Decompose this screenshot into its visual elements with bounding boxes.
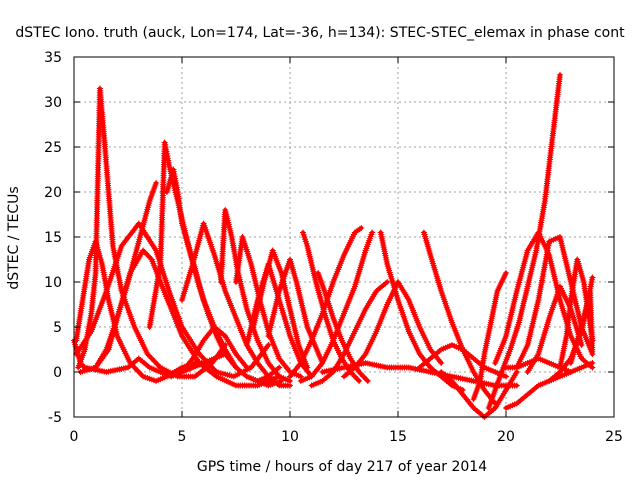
x-tick-label: 5 [178,429,187,445]
y-tick-label: 35 [44,50,62,66]
chart-title: dSTEC Iono. truth (auck, Lon=174, Lat=-3… [15,25,625,41]
data-series [250,247,311,371]
series-markers [438,369,520,420]
series-markers [179,324,250,375]
y-tick-label: 30 [44,95,62,111]
x-tick-label: 25 [605,429,623,445]
data-series [81,351,229,380]
data-series [438,369,520,420]
series-markers [77,247,283,389]
data-series [287,225,365,380]
y-tick-label: 25 [44,140,62,156]
x-tick-labels: 0 5 10 15 20 25 [70,429,623,445]
y-tick-label: 0 [53,365,62,381]
x-tick-label: 15 [389,429,407,445]
data-series [377,229,466,393]
series-markers [217,207,293,384]
x-tick-label: 10 [281,429,299,445]
series-markers [75,85,229,380]
y-tick-label: 20 [44,185,62,201]
series-markers [287,225,365,380]
x-tick-label: 20 [497,429,515,445]
data-series [416,342,509,380]
data-series [265,256,326,366]
series-markers [567,288,596,366]
series-markers [341,279,445,380]
series-markers [265,256,326,366]
series-markers [377,229,466,393]
data-series [470,270,509,402]
y-tick-label: -5 [48,410,62,426]
data-series [75,85,229,380]
y-tick-label: 15 [44,230,62,246]
data-series [217,207,293,384]
series-markers [416,342,509,380]
data-series [485,72,563,411]
data-series [73,238,211,384]
data-series-group [71,72,596,420]
y-axis-label: dSTEC / TECUs [6,186,22,289]
series-markers [485,72,563,411]
data-series [179,324,250,375]
x-tick-label: 0 [70,429,79,445]
series-markers [470,270,509,402]
y-tick-label: 5 [53,320,62,336]
data-series [77,247,283,389]
x-axis-label: GPS time / hours of day 217 of year 2014 [197,459,487,475]
data-series [179,220,293,389]
data-series [297,229,376,384]
data-series [341,279,445,380]
data-series [567,288,596,366]
y-tick-label: 10 [44,275,62,291]
series-markers [297,229,376,384]
axis-ticks [73,56,615,418]
y-tick-labels: -5 0 5 10 15 20 25 30 35 [44,50,62,426]
series-markers [179,220,293,389]
series-markers [81,351,229,380]
